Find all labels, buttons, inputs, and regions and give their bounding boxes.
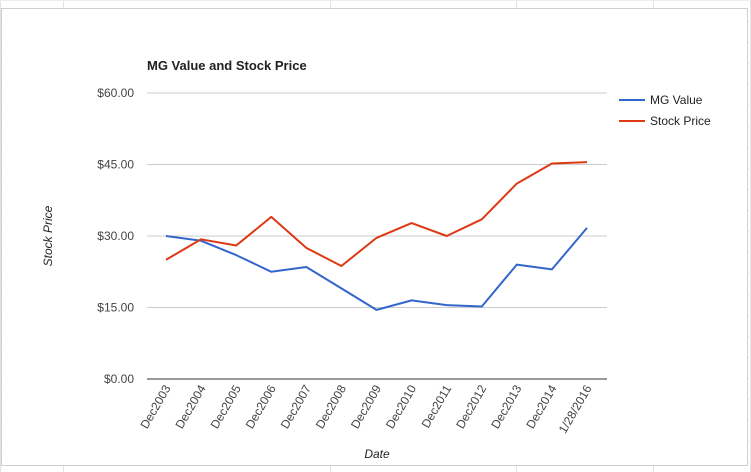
x-tick-label: Dec2009 xyxy=(348,382,384,431)
y-axis-title: Stock Price xyxy=(41,205,55,266)
y-tick-label: $0.00 xyxy=(104,372,134,386)
x-tick-label: Dec2010 xyxy=(383,382,419,431)
x-axis-title: Date xyxy=(364,447,390,461)
y-tick-label: $15.00 xyxy=(97,301,134,315)
x-tick-label: Dec2007 xyxy=(278,382,314,431)
legend-label: MG Value xyxy=(650,93,703,107)
x-tick-label: Dec2014 xyxy=(523,382,559,431)
legend-item-mg-value[interactable]: MG Value xyxy=(619,93,703,107)
y-tick-label: $45.00 xyxy=(97,158,134,172)
x-tick-label: Dec2012 xyxy=(453,382,489,431)
x-tick-label: Dec2013 xyxy=(488,382,524,431)
x-tick-label: Dec2011 xyxy=(419,382,455,430)
chart-container[interactable] xyxy=(1,8,748,466)
y-tick-labels: $0.00 $15.00 $30.00 $45.00 $60.00 xyxy=(97,86,134,386)
series-line-stock-price[interactable] xyxy=(165,161,588,267)
x-tick-label: Dec2003 xyxy=(137,382,173,431)
x-tick-label: Dec2008 xyxy=(313,382,349,431)
x-tick-labels: Dec2003Dec2004Dec2005Dec2006Dec2007Dec20… xyxy=(137,382,594,436)
x-tick-label: Dec2006 xyxy=(243,382,279,431)
x-tick-label: Dec2005 xyxy=(208,382,244,431)
y-tick-label: $60.00 xyxy=(97,86,134,100)
x-tick-label: 1/28/2016 xyxy=(556,382,595,436)
series-line-mg-value[interactable] xyxy=(165,227,588,311)
y-tick-label: $30.00 xyxy=(97,229,134,243)
chart-title: MG Value and Stock Price xyxy=(147,58,307,73)
series-lines xyxy=(165,161,588,311)
legend-item-stock-price[interactable]: Stock Price xyxy=(619,114,711,128)
y-gridlines xyxy=(147,92,607,308)
x-tick-label: Dec2004 xyxy=(173,382,209,431)
legend[interactable]: MG Value Stock Price xyxy=(619,93,711,128)
legend-label: Stock Price xyxy=(650,114,711,128)
